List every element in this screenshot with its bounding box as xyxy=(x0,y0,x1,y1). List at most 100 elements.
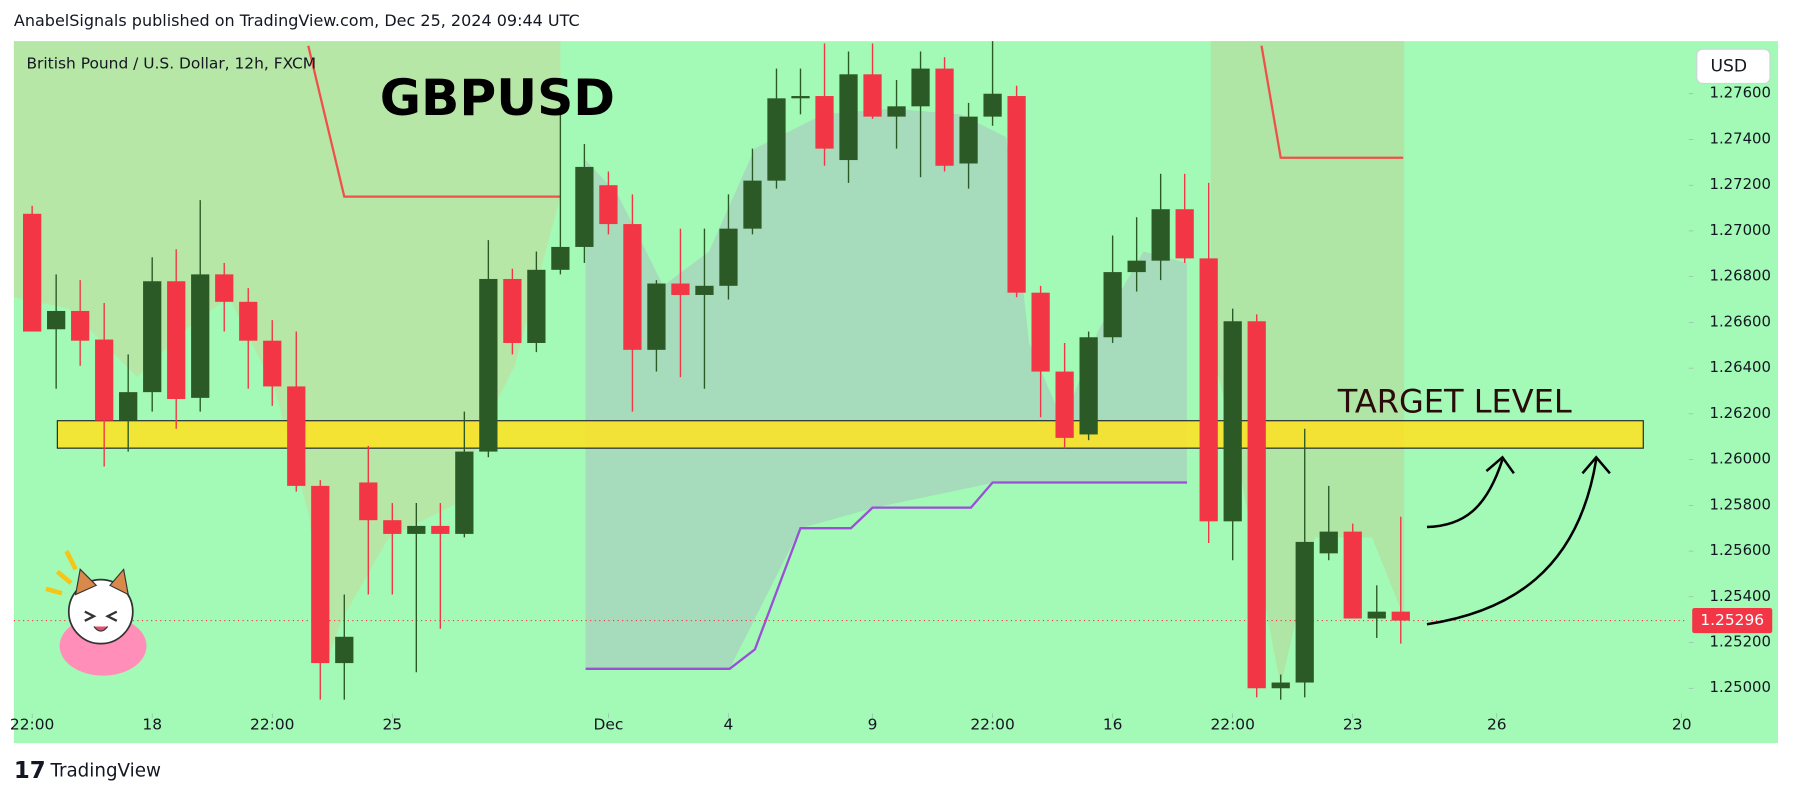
y-tick-label: 1.25800 xyxy=(1710,495,1771,513)
candle-body xyxy=(743,180,762,229)
candle-body xyxy=(1079,337,1098,435)
candle-body xyxy=(887,106,906,117)
candle-body xyxy=(1343,531,1362,619)
indicator-line xyxy=(585,481,1188,670)
candle-body xyxy=(911,68,930,107)
candle-body xyxy=(167,281,186,399)
candle-body xyxy=(647,283,666,350)
y-tick-label: 1.26200 xyxy=(1710,404,1771,422)
candle-body xyxy=(215,274,234,302)
candle-body xyxy=(1031,292,1050,372)
y-tick-label: 1.26600 xyxy=(1710,312,1771,330)
candle-body xyxy=(1391,611,1410,621)
x-tick-label: 26 xyxy=(1487,715,1507,733)
logo-mark: 𝟭𝟳 xyxy=(14,758,46,784)
candle-body xyxy=(503,278,522,343)
arrow-head xyxy=(1485,455,1515,475)
y-tick-label: 1.25000 xyxy=(1710,678,1771,696)
chart-title: GBPUSD xyxy=(380,68,615,127)
candle-body xyxy=(239,301,258,341)
candle-body xyxy=(1271,682,1290,689)
x-tick-label: Dec xyxy=(593,715,623,733)
candle-body xyxy=(791,96,810,99)
candle-body xyxy=(1223,321,1242,522)
y-tick-label: 1.25400 xyxy=(1710,587,1771,605)
y-tick-label: 1.27600 xyxy=(1710,84,1771,102)
candle-body xyxy=(263,340,282,387)
candle-body xyxy=(383,520,402,534)
indicator-line xyxy=(1260,45,1404,159)
candle-body xyxy=(1319,531,1338,554)
candle-body xyxy=(23,213,42,332)
y-tick-label: 1.25200 xyxy=(1710,633,1771,651)
candle-body xyxy=(839,74,858,161)
x-tick-label: 22:00 xyxy=(1210,715,1254,733)
x-tick-label: 22:00 xyxy=(250,715,294,733)
candle-body xyxy=(1295,541,1314,683)
candle-body xyxy=(1367,611,1386,619)
candle-body xyxy=(455,451,474,534)
candle-body xyxy=(1127,260,1146,273)
candle-body xyxy=(359,482,378,521)
sticker xyxy=(45,550,147,676)
x-tick-label: 9 xyxy=(868,715,878,733)
candle-body xyxy=(71,310,90,341)
candle-body xyxy=(599,185,618,225)
candle-body xyxy=(95,339,114,421)
x-tick-label: 22:00 xyxy=(970,715,1014,733)
arrow xyxy=(1426,459,1598,626)
candle-body xyxy=(935,68,954,166)
y-tick-label: 1.26400 xyxy=(1710,358,1771,376)
plot-area xyxy=(13,41,1687,700)
candle-body xyxy=(575,166,594,247)
candle-body xyxy=(1151,209,1170,261)
arrow-head xyxy=(1581,455,1611,475)
candle-body xyxy=(1055,371,1074,438)
candle-body xyxy=(527,269,546,343)
candle-body xyxy=(431,525,450,534)
x-tick-label: 23 xyxy=(1343,715,1363,733)
y-tick-label: 1.27200 xyxy=(1710,175,1771,193)
candle-body xyxy=(1007,96,1026,293)
x-tick-label: 4 xyxy=(724,715,734,733)
x-tick-label: 18 xyxy=(142,715,162,733)
x-tick-label: 25 xyxy=(382,715,402,733)
candle-body xyxy=(551,246,570,270)
candle-body xyxy=(287,386,306,486)
last-price-label: 1.25296 xyxy=(1700,611,1764,629)
candle-body xyxy=(959,116,978,164)
candle-body xyxy=(119,392,138,421)
candle-body xyxy=(479,278,498,452)
candle-body xyxy=(335,636,354,664)
annotation: TARGET LEVEL xyxy=(1337,383,1572,421)
candle-body xyxy=(983,93,1002,117)
candle-body xyxy=(671,283,690,295)
x-tick-label: 20 xyxy=(1672,715,1692,733)
arrow xyxy=(1426,459,1504,529)
candle-body xyxy=(623,224,642,350)
candle-body xyxy=(311,485,330,664)
currency-label[interactable]: USD xyxy=(1711,56,1748,76)
candle-body xyxy=(1247,321,1266,689)
candle-body xyxy=(1103,272,1122,338)
candle-body xyxy=(1199,258,1218,522)
header: AnabelSignals published on TradingView.c… xyxy=(14,11,580,30)
y-tick-label: 1.27400 xyxy=(1710,129,1771,147)
candle-body xyxy=(767,98,786,181)
x-tick-label: 22:00 xyxy=(10,715,54,733)
y-tick-label: 1.27000 xyxy=(1710,221,1771,239)
y-tick-label: 1.26000 xyxy=(1710,450,1771,468)
candle-body xyxy=(407,525,426,534)
candle-body xyxy=(143,281,162,393)
legend-text: British Pound / U.S. Dollar, 12h, FXCM xyxy=(26,55,316,73)
candle-body xyxy=(695,285,714,295)
candle-body xyxy=(719,228,738,286)
candle-body xyxy=(863,74,882,117)
y-tick-label: 1.26800 xyxy=(1710,267,1771,285)
candle-body xyxy=(47,310,66,330)
x-tick-label: 16 xyxy=(1103,715,1123,733)
candle-body xyxy=(815,96,834,149)
currency-badge[interactable] xyxy=(1696,48,1771,85)
